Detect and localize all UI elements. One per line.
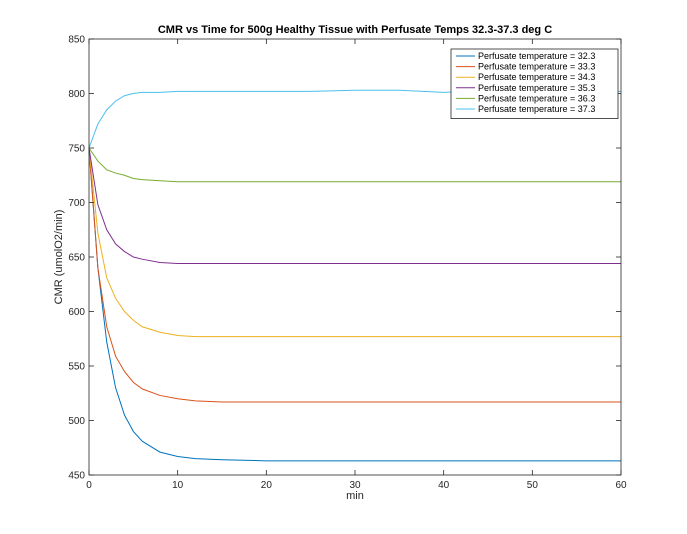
x-tick-label: 20 xyxy=(261,480,273,491)
series-line-4 xyxy=(88,147,621,265)
x-tick-label: 60 xyxy=(615,480,627,491)
legend-entry-3: Perfusate temperature = 34.3 xyxy=(478,72,595,82)
y-tick-label: 550 xyxy=(68,362,85,373)
legend-entry-4: Perfusate temperature = 35.3 xyxy=(478,83,595,93)
chart-title: CMR vs Time for 500g Healthy Tissue with… xyxy=(158,24,552,36)
legend-entry-6: Perfusate temperature = 37.3 xyxy=(478,104,595,114)
y-tick-label: 450 xyxy=(68,471,85,482)
y-axis-label: CMR (umolO2/min) xyxy=(53,210,65,305)
axes-layer: 0 10 20 30 40 50 60 450 500 550 600 650 700 750 800 850 xyxy=(68,35,627,492)
legend-box xyxy=(450,48,619,119)
x-tick-label: 0 xyxy=(86,480,92,491)
legend-entry-5: Perfusate temperature = 36.3 xyxy=(478,93,595,103)
series-line-2 xyxy=(88,147,621,403)
series-line-1 xyxy=(88,147,621,462)
legend-entry-2: Perfusate temperature = 33.3 xyxy=(478,62,595,72)
x-tick-label: 40 xyxy=(438,480,450,491)
y-tick-label: 850 xyxy=(68,35,85,46)
x-tick-label: 30 xyxy=(349,480,361,491)
series-line-3 xyxy=(88,147,621,338)
x-tick-label: 50 xyxy=(527,480,539,491)
y-tick-label: 700 xyxy=(68,198,85,209)
y-tick-label: 800 xyxy=(68,89,85,100)
y-tick-label: 600 xyxy=(68,307,85,318)
y-tick-label: 500 xyxy=(68,416,85,427)
legend-entry-1: Perfusate temperature = 32.3 xyxy=(478,51,595,61)
x-tick-label: 10 xyxy=(172,480,184,491)
x-axis-label: min xyxy=(346,490,364,502)
y-tick-label: 750 xyxy=(68,144,85,155)
series-line-5 xyxy=(88,147,621,183)
y-tick-label: 650 xyxy=(68,253,85,264)
